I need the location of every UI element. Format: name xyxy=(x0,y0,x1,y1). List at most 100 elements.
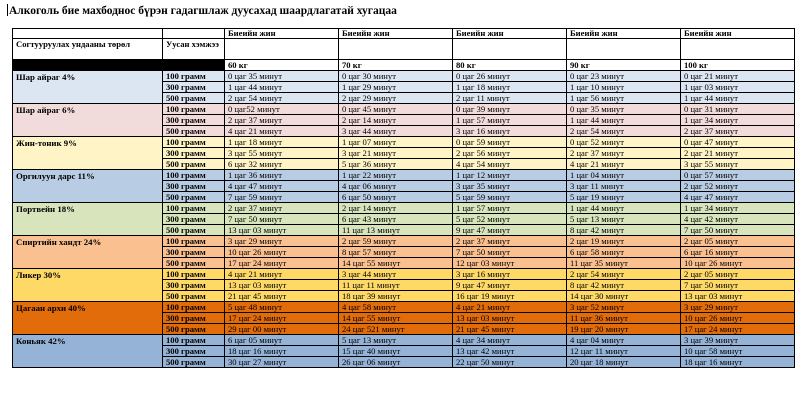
time-cell: 2 цаг 59 минут xyxy=(338,235,453,247)
time-cell: 6 цаг 16 минут xyxy=(680,246,795,258)
time-cell: 2 цаг 29 минут xyxy=(338,92,453,104)
time-cell: 1 цаг 04 минут xyxy=(566,169,681,181)
dose-cell: 500 грамм xyxy=(162,224,225,236)
drink-type-cell: Ликер 30% xyxy=(12,268,163,302)
weight-80: 80 кг xyxy=(452,59,567,71)
dose-cell: 500 грамм xyxy=(162,257,225,269)
table-row: Шар айраг 6% 100 грамм 0 цаг52 минут 0 цаг … xyxy=(12,103,795,137)
time-cell: 2 цаг 37 минут xyxy=(224,202,339,214)
document-title: Алкоголь бие махбоднос бүрэн гадагшлаж д… xyxy=(7,4,787,17)
time-cell: 9 цаг 47 минут xyxy=(452,224,567,236)
time-cell: 4 цаг 47 минут xyxy=(680,191,795,203)
time-cell: 13 цаг 42 минут xyxy=(452,345,567,357)
time-cell: 1 цаг 22 минут xyxy=(338,169,453,181)
weight-col-label: Биеийн жин xyxy=(338,28,453,39)
time-cell: 4 цаг 06 минут xyxy=(338,180,453,192)
time-cell: 1 цаг 34 минут xyxy=(680,202,795,214)
time-cell: 10 цаг 26 минут xyxy=(224,246,339,258)
time-cell: 24 цаг 521 минут xyxy=(338,323,453,335)
table-row: Оргилуун дарс 11% 100 грамм 1 цаг 36 минут… xyxy=(12,169,795,203)
dose-cell: 100 грамм xyxy=(162,169,225,181)
table-row: Коньяк 42% 100 грамм 6 цаг 05 минут 5 цаг 1… xyxy=(12,334,795,368)
time-cell: 2 цаг 54 минут xyxy=(566,268,681,280)
time-cell: 22 цаг 50 минут xyxy=(452,356,567,368)
time-cell: 3 цаг 35 минут xyxy=(452,180,567,192)
time-cell: 1 цаг 10 минут xyxy=(566,81,681,93)
dose-cell: 500 грамм xyxy=(162,191,225,203)
table-row: 300 грамм 2 цаг 37 минут 2 цаг 14 минут 1 ц… xyxy=(13,114,795,126)
time-cell: 3 цаг 44 минут xyxy=(338,125,453,137)
time-cell: 0 цаг 57 минут xyxy=(680,169,795,181)
time-cell: 6 цаг 32 минут xyxy=(224,158,339,170)
dose-cell: 100 грамм xyxy=(162,202,225,214)
time-cell: 18 цаг 16 минут xyxy=(224,345,339,357)
dose-cell: 500 грамм xyxy=(162,323,225,335)
time-cell: 7 цаг 50 минут xyxy=(452,246,567,258)
time-cell: 1 цаг 36 минут xyxy=(224,169,339,181)
dose-cell: 300 грамм xyxy=(162,114,225,126)
table-row: 500 грамм 30 цаг 27 минут 26 цаг 06 минут 2… xyxy=(13,356,795,368)
time-cell: 0 цаг 59 минут xyxy=(452,136,567,148)
time-cell: 19 цаг 20 минут xyxy=(566,323,681,335)
header-row-labels: Согтууруулах ундааны төрөл Уусан хэмжээ xyxy=(12,38,795,60)
table-row: 300 грамм 17 цаг 24 минут 14 цаг 55 минут 1… xyxy=(13,312,795,324)
weight-col-label: Биеийн жин xyxy=(224,28,339,39)
time-cell: 4 цаг 54 минут xyxy=(452,158,567,170)
weight-90: 90 кг xyxy=(566,59,681,71)
time-cell: 5 цаг 59 минут xyxy=(452,191,567,203)
dose-cell: 500 грамм xyxy=(162,125,225,137)
time-cell: 10 цаг 26 минут xyxy=(680,257,795,269)
dose-cell: 500 грамм xyxy=(162,158,225,170)
time-cell: 5 цаг 36 минут xyxy=(338,158,453,170)
time-cell: 20 цаг 18 минут xyxy=(566,356,681,368)
table-row: 500 грамм 6 цаг 32 минут 5 цаг 36 минут 4 ц… xyxy=(13,158,795,170)
dose-cell: 100 грамм xyxy=(162,301,225,313)
time-cell: 4 цаг 34 минут xyxy=(452,334,567,346)
weight-100: 100 кг xyxy=(680,59,795,71)
dose-cell: 300 грамм xyxy=(162,147,225,159)
time-cell: 1 цаг 29 минут xyxy=(338,81,453,93)
table-row: 500 грамм 7 цаг 59 минут 6 цаг 50 минут 5 ц… xyxy=(13,191,795,203)
time-cell: 1 цаг 34 минут xyxy=(680,114,795,126)
time-cell: 3 цаг 44 минут xyxy=(338,268,453,280)
time-cell: 18 цаг 16 минут xyxy=(680,356,795,368)
table-row: 300 грамм 3 цаг 55 минут 3 цаг 21 минут 2 ц… xyxy=(13,147,795,159)
time-cell: 1 цаг 44 минут xyxy=(680,92,795,104)
time-cell: 11 цаг 13 минут xyxy=(338,224,453,236)
time-cell: 13 цаг 03 минут xyxy=(224,279,339,291)
time-cell: 11 цаг 36 минут xyxy=(566,312,681,324)
time-cell: 4 цаг 21 минут xyxy=(452,301,567,313)
time-cell: 3 цаг 52 минут xyxy=(566,301,681,313)
dose-cell: 300 грамм xyxy=(162,312,225,324)
time-cell: 0 цаг 52 минут xyxy=(566,136,681,148)
time-cell: 4 цаг 21 минут xyxy=(224,268,339,280)
time-cell: 2 цаг 56 минут xyxy=(452,147,567,159)
time-cell: 15 цаг 40 минут xyxy=(338,345,453,357)
time-cell: 0 цаг 47 минут xyxy=(680,136,795,148)
time-cell: 0 цаг 35 минут xyxy=(224,70,339,82)
time-cell: 7 цаг 50 минут xyxy=(680,279,795,291)
dose-cell: 100 грамм xyxy=(162,235,225,247)
time-cell: 17 цаг 24 минут xyxy=(224,312,339,324)
drink-type-cell: Шар айраг 6% xyxy=(12,103,163,137)
weight-col-label: Биеийн жин xyxy=(452,28,567,39)
drink-type-cell: Оргилуун дарс 11% xyxy=(12,169,163,203)
dose-cell: 500 грамм xyxy=(162,290,225,302)
table-row: 300 грамм 7 цаг 50 минут 6 цаг 43 минут 5 ц… xyxy=(13,213,795,225)
time-cell: 2 цаг 05 минут xyxy=(680,268,795,280)
time-cell: 2 цаг 19 минут xyxy=(566,235,681,247)
time-cell: 14 цаг 55 минут xyxy=(338,312,453,324)
time-cell: 0 цаг 21 минут xyxy=(680,70,795,82)
time-cell: 26 цаг 06 минут xyxy=(338,356,453,368)
time-cell: 18 цаг 39 минут xyxy=(338,290,453,302)
dose-cell: 100 грамм xyxy=(162,136,225,148)
time-cell: 1 цаг 44 минут xyxy=(224,81,339,93)
time-cell: 5 цаг 13 минут xyxy=(566,213,681,225)
time-cell: 4 цаг 47 минут xyxy=(224,180,339,192)
black-bar xyxy=(12,59,225,71)
time-cell: 13 цаг 03 минут xyxy=(680,290,795,302)
time-cell: 7 цаг 59 минут xyxy=(224,191,339,203)
time-cell: 6 цаг 05 минут xyxy=(224,334,339,346)
dose-cell: 500 грамм xyxy=(162,92,225,104)
time-cell: 7 цаг 50 минут xyxy=(680,224,795,236)
